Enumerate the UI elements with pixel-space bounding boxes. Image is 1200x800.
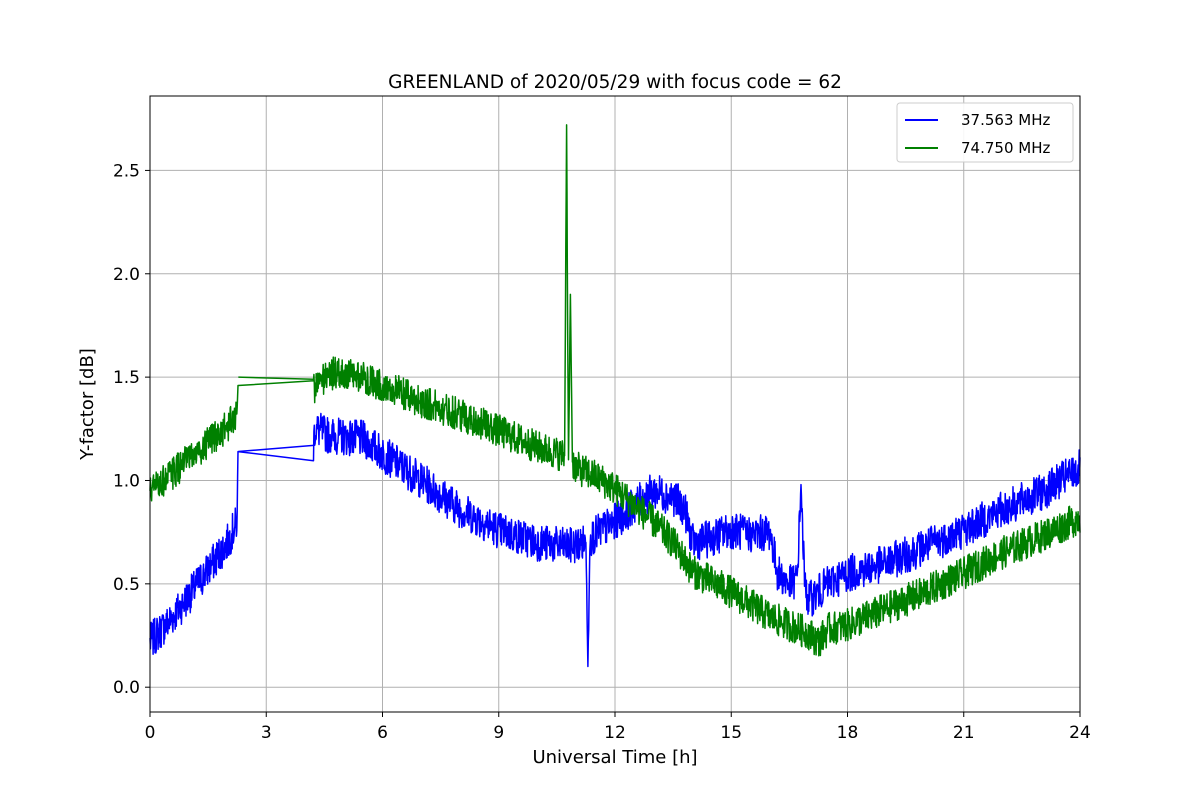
y-tick-label: 1.5 <box>113 368 140 388</box>
y-tick-label: 1.0 <box>113 471 140 491</box>
legend-label: 37.563 MHz <box>961 111 1050 129</box>
legend: 37.563 MHz 74.750 MHz <box>896 102 1074 163</box>
legend-label: 74.750 MHz <box>961 139 1050 157</box>
series-gap-segment <box>238 444 314 453</box>
y-tick-label: 0.5 <box>113 575 140 595</box>
x-tick-label: 12 <box>604 723 626 743</box>
chart-title: GREENLAND of 2020/05/29 with focus code … <box>388 72 842 93</box>
y-axis-label: Y-factor [dB] <box>77 348 98 461</box>
y-axis: 0.0 0.5 1.0 1.5 2.0 2.5 <box>113 161 150 698</box>
x-tick-label: 6 <box>377 723 388 743</box>
x-tick-label: 15 <box>720 723 742 743</box>
series-gap-segment <box>238 376 314 380</box>
legend-box <box>896 102 1074 163</box>
y-tick-label: 0.0 <box>113 678 140 698</box>
x-tick-label: 3 <box>261 723 272 743</box>
series-line-1 <box>149 124 1081 657</box>
y-tick-label: 2.5 <box>113 161 140 181</box>
x-tick-label: 0 <box>145 723 156 743</box>
y-tick-label: 2.0 <box>113 265 140 285</box>
series-layer <box>149 124 1081 668</box>
x-axis-label: Universal Time [h] <box>532 747 697 768</box>
series-line-0 <box>149 412 1081 668</box>
x-tick-label: 9 <box>493 723 504 743</box>
x-tick-label: 18 <box>837 723 859 743</box>
x-axis: 0 3 6 9 12 15 18 21 24 <box>145 712 1091 743</box>
x-tick-label: 24 <box>1069 723 1091 743</box>
x-tick-label: 21 <box>953 723 975 743</box>
